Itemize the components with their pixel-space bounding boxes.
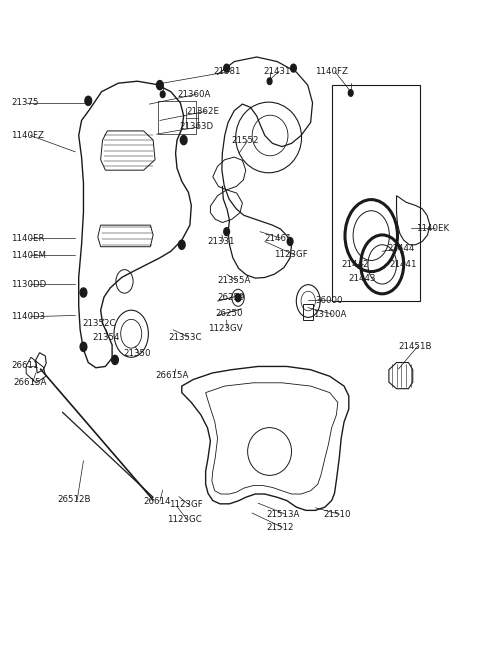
Text: 1140FZ: 1140FZ (11, 131, 44, 140)
Text: 21331: 21331 (207, 237, 235, 246)
Text: 21461: 21461 (265, 234, 292, 242)
Text: 26250: 26250 (215, 309, 243, 318)
Text: 1123GF: 1123GF (169, 500, 203, 509)
Circle shape (80, 342, 87, 351)
Circle shape (224, 64, 229, 72)
Circle shape (179, 240, 185, 250)
Text: 26611: 26611 (11, 361, 38, 371)
Text: 21443: 21443 (349, 274, 376, 283)
Circle shape (224, 228, 229, 236)
Text: 21363D: 21363D (179, 122, 213, 131)
Text: 1140FZ: 1140FZ (315, 67, 348, 76)
Text: 21353C: 21353C (168, 332, 202, 342)
Text: 21352C: 21352C (83, 319, 116, 328)
Circle shape (85, 97, 92, 105)
Text: 21552: 21552 (231, 136, 259, 145)
Text: 21444: 21444 (387, 244, 415, 252)
Text: 21381: 21381 (214, 67, 241, 76)
Text: 36000: 36000 (315, 296, 343, 305)
Text: 1140EK: 1140EK (416, 224, 449, 233)
Circle shape (160, 91, 165, 97)
Circle shape (80, 288, 87, 297)
Text: 1140EM: 1140EM (11, 251, 46, 260)
Text: 13100A: 13100A (312, 309, 346, 319)
Text: 21350: 21350 (123, 349, 151, 358)
Text: 1140D3: 1140D3 (11, 312, 45, 321)
Text: 26512B: 26512B (58, 495, 91, 505)
Text: 21513A: 21513A (266, 510, 300, 519)
Text: 21355A: 21355A (217, 276, 251, 285)
Circle shape (290, 64, 296, 72)
Text: 1140ER: 1140ER (11, 234, 45, 242)
Text: 21512: 21512 (266, 523, 294, 532)
Circle shape (287, 238, 293, 246)
Circle shape (156, 81, 163, 90)
Text: 1123GC: 1123GC (168, 515, 202, 524)
Text: 1123GV: 1123GV (207, 324, 242, 333)
Circle shape (267, 78, 272, 85)
Text: 26615A: 26615A (13, 378, 47, 387)
Text: 21431: 21431 (263, 67, 290, 76)
Text: 1130DD: 1130DD (11, 279, 46, 288)
Text: 26615A: 26615A (155, 371, 189, 380)
Bar (302, 304, 313, 320)
Circle shape (348, 90, 353, 97)
Text: 21362E: 21362E (187, 107, 219, 116)
Text: 21451B: 21451B (398, 342, 432, 351)
Text: 21441: 21441 (389, 260, 416, 269)
Circle shape (180, 135, 187, 145)
Text: 21375: 21375 (11, 99, 38, 107)
Text: 26259: 26259 (217, 293, 244, 302)
Text: 21442: 21442 (341, 260, 369, 269)
Text: 21510: 21510 (324, 510, 351, 519)
Circle shape (235, 294, 241, 302)
Circle shape (112, 355, 118, 365)
Text: 21360A: 21360A (177, 90, 210, 99)
Text: 1123GF: 1123GF (275, 250, 308, 259)
Text: 21354: 21354 (92, 332, 120, 342)
Text: 26614: 26614 (144, 497, 171, 506)
